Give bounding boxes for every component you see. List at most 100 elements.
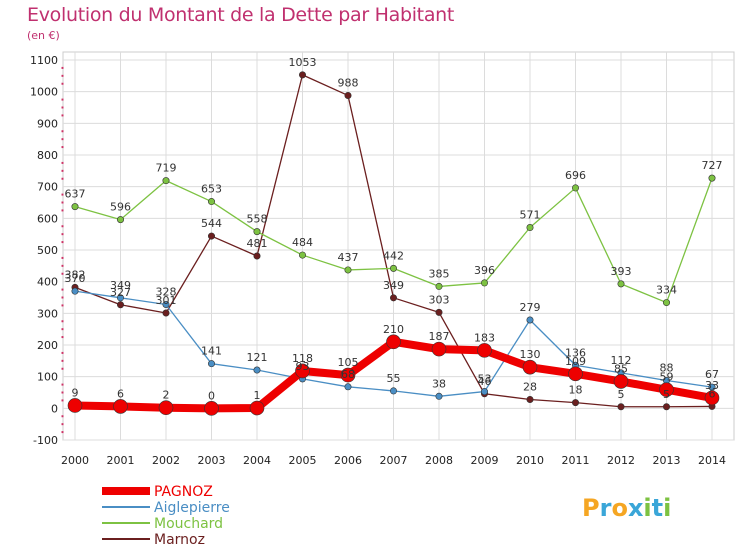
- data-label: 1: [254, 389, 261, 402]
- data-point: [435, 392, 443, 400]
- data-label: 6: [117, 387, 124, 400]
- data-label: 210: [383, 323, 404, 336]
- legend-label: PAGNOZ: [154, 484, 213, 500]
- x-tick-label: 2004: [243, 454, 271, 467]
- data-point: [295, 363, 310, 379]
- data-label: 370: [65, 272, 86, 285]
- data-label: 59: [660, 371, 674, 384]
- series-aiglepierre: [71, 287, 716, 400]
- data-point: [253, 252, 261, 260]
- data-point: [113, 399, 128, 414]
- data-point: [249, 400, 265, 416]
- data-label: 396: [474, 264, 495, 277]
- y-minor-tick: [61, 106, 64, 109]
- data-label: 121: [247, 351, 268, 364]
- data-point: [431, 341, 447, 357]
- unit-label: (en €): [27, 29, 60, 42]
- data-label: 481: [247, 237, 268, 250]
- data-label: 28: [523, 380, 537, 393]
- data-label: 118: [292, 352, 313, 365]
- y-minor-tick: [61, 241, 64, 244]
- y-minor-tick: [61, 359, 64, 362]
- data-label: 544: [201, 217, 222, 230]
- data-point: [340, 367, 356, 383]
- data-label: 46: [478, 375, 492, 388]
- data-label: 279: [520, 301, 541, 314]
- y-tick-label: 0: [51, 402, 58, 415]
- legend-label: Marnoz: [154, 532, 205, 548]
- y-tick-label: 500: [37, 244, 58, 257]
- x-tick-label: 2000: [61, 454, 89, 467]
- x-tick-label: 2009: [471, 454, 499, 467]
- data-point: [298, 251, 306, 259]
- data-label: 696: [565, 169, 586, 182]
- data-point: [162, 309, 170, 317]
- y-minor-tick: [61, 272, 64, 275]
- y-tick-label: 300: [37, 307, 58, 320]
- x-tick-label: 2011: [562, 454, 590, 467]
- x-tick-label: 2013: [653, 454, 681, 467]
- data-label: 393: [611, 265, 632, 278]
- y-minor-tick: [61, 415, 64, 418]
- data-label: 653: [201, 183, 222, 196]
- y-minor-tick: [61, 66, 64, 69]
- y-tick-label: 700: [37, 181, 58, 194]
- data-point: [477, 343, 492, 358]
- y-minor-tick: [61, 209, 64, 212]
- y-minor-tick: [61, 82, 64, 85]
- y-minor-tick: [61, 320, 64, 323]
- legend-label: Mouchard: [154, 516, 223, 532]
- data-point: [480, 279, 488, 287]
- y-minor-tick: [61, 74, 64, 77]
- x-tick-label: 2006: [334, 454, 362, 467]
- y-minor-tick: [61, 233, 64, 236]
- y-minor-tick: [61, 98, 64, 101]
- y-tick-label: -100: [33, 434, 58, 447]
- data-point: [162, 177, 170, 185]
- data-label: 558: [247, 213, 268, 226]
- data-point: [662, 299, 670, 307]
- data-point: [389, 387, 397, 395]
- data-label: 382: [65, 268, 86, 281]
- y-tick-label: 200: [37, 339, 58, 352]
- y-minor-tick: [61, 383, 64, 386]
- data-label: 85: [614, 362, 628, 375]
- x-tick-label: 2010: [516, 454, 544, 467]
- data-point: [522, 359, 538, 375]
- y-minor-tick: [61, 114, 64, 117]
- y-minor-tick: [61, 193, 64, 196]
- data-label: 442: [383, 249, 404, 262]
- y-minor-tick: [61, 351, 64, 354]
- data-point: [117, 216, 125, 224]
- data-label: 437: [338, 251, 359, 264]
- brand-logo: Proxiti: [582, 494, 671, 522]
- data-point: [435, 308, 443, 316]
- data-point: [617, 403, 625, 411]
- data-label: 18: [569, 384, 583, 397]
- data-label: 9: [72, 386, 79, 399]
- y-tick-label: 1100: [30, 54, 58, 67]
- y-minor-tick: [61, 391, 64, 394]
- data-label: 328: [156, 285, 177, 298]
- data-label: 33: [705, 379, 719, 392]
- y-tick-label: 400: [37, 276, 58, 289]
- y-minor-tick: [61, 225, 64, 228]
- data-point: [708, 174, 716, 182]
- data-label: 988: [338, 76, 359, 89]
- y-minor-tick: [61, 201, 64, 204]
- x-tick-label: 2007: [380, 454, 408, 467]
- data-label: 55: [387, 372, 401, 385]
- data-point: [204, 401, 219, 416]
- data-point: [253, 228, 261, 236]
- data-label: 334: [656, 284, 677, 297]
- data-point: [389, 264, 397, 272]
- x-tick-label: 2002: [152, 454, 180, 467]
- y-minor-tick: [61, 336, 64, 339]
- data-point: [704, 390, 720, 406]
- y-minor-tick: [61, 264, 64, 267]
- data-point: [158, 400, 174, 416]
- data-label: 6: [709, 387, 716, 400]
- x-tick-label: 2014: [698, 454, 726, 467]
- x-tick-label: 2005: [289, 454, 317, 467]
